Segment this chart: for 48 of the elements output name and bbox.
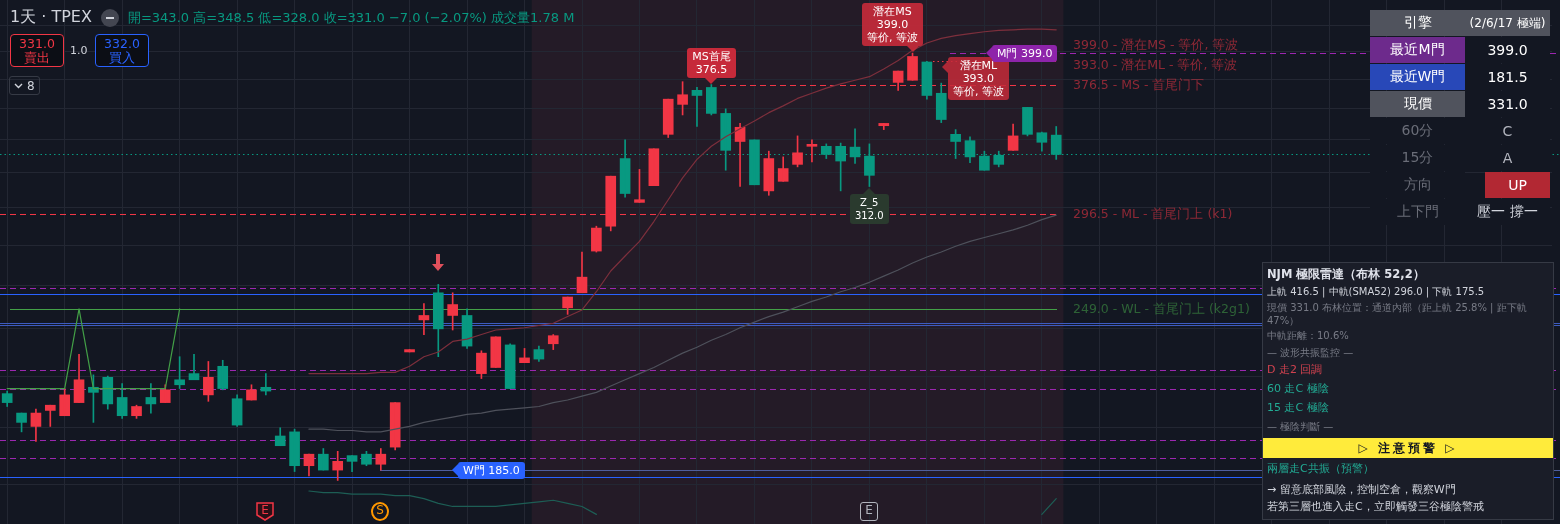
annotation: UP xyxy=(1485,172,1550,198)
chart-title: 1天 · TPEX xyxy=(10,7,92,28)
annotation: 181.5 xyxy=(1465,64,1550,90)
annotation: C xyxy=(1465,118,1550,144)
annotation: 現價 xyxy=(1370,91,1465,117)
annotation: 60分 xyxy=(1370,118,1465,144)
annotation: 最近M門 xyxy=(1370,37,1465,63)
annotation: 399.0 xyxy=(1465,37,1550,63)
annotation: — 波形共振監控 — xyxy=(1267,346,1355,359)
annotation: 壓一 撐一 xyxy=(1465,199,1550,225)
annotation: ▷ 注意預警 ▷ xyxy=(1263,438,1553,458)
annotation: — 極陰判斷 — xyxy=(1267,420,1335,433)
text: 開=343.0 高=348.5 低=328.0 收=331.0 −7.0 (−2.07%) 成交量1.78 M xyxy=(127,8,575,27)
candlestick xyxy=(648,148,660,186)
order-button: 332.0 買入 xyxy=(95,34,149,67)
annotation: 399.0 - 潛在MS - 等价, 等波 xyxy=(1073,37,1239,53)
ref-line-label: 393.0 - 潛在ML - 等价, 等波 xyxy=(1073,57,1238,73)
annotation: 中軌距離：10.6% xyxy=(1267,329,1350,342)
annotation: NJM 極限雷達（布林 52,2） xyxy=(1267,267,1426,282)
annotation: MS首尾 376.5 xyxy=(687,47,736,78)
annotation: 1.0 xyxy=(70,44,88,57)
annotation: 331.0 xyxy=(1465,91,1550,117)
order-button: 331.0 賣出 xyxy=(10,34,64,67)
annotation: 上下門 xyxy=(1370,199,1465,225)
annotation: 現價 331.0 布林位置：通道內部（距上軌 25.8% | 距下軌 47%） xyxy=(1267,301,1528,327)
ref-line-label: W門 185.0 xyxy=(458,461,525,479)
annotation: D 走2 回調 xyxy=(1267,363,1324,377)
annotation: Z_5 312.0 xyxy=(849,193,889,224)
annotation: 60 走C 極陰 xyxy=(1267,382,1330,396)
annotation: (2/6/17 極端) xyxy=(1465,10,1550,36)
ref-line-label: 249.0 - WL - 首尾门上 (k2g1) xyxy=(1073,300,1250,316)
annotation: 方向 xyxy=(1370,172,1465,198)
annotation: A xyxy=(1465,145,1550,171)
annotation: 若第三層也進入走C，立即觸發三谷極陰警戒 xyxy=(1267,500,1485,514)
ref-line-label: 296.5 - ML - 首尾门上 (k1) xyxy=(1073,206,1233,222)
annotation: 8 xyxy=(27,78,35,93)
annotation: 15分 xyxy=(1370,145,1465,171)
annotation: 引擎 xyxy=(1370,10,1465,36)
candlestick xyxy=(490,336,502,368)
annotation: 上軌 416.5 | 中軌(SMA52) 296.0 | 下軌 175.5 xyxy=(1267,285,1486,298)
annotation: 兩層走C共振（預警） xyxy=(1267,462,1375,476)
annotation: 15 走C 極陰 xyxy=(1267,401,1330,415)
annotation: 最近W門 xyxy=(1370,64,1465,90)
ref-line-label: M門 399.0 xyxy=(992,44,1058,62)
annotation: 潛在MS 399.0 等价, 等波 xyxy=(862,3,924,47)
annotation: 潛在ML 393.0 等价, 等波 xyxy=(947,57,1009,101)
ref-line-label: 376.5 - MS - 首尾门下 xyxy=(1073,76,1205,92)
annotation: → 留意底部風險，控制空倉，觀察W門 xyxy=(1267,483,1457,497)
